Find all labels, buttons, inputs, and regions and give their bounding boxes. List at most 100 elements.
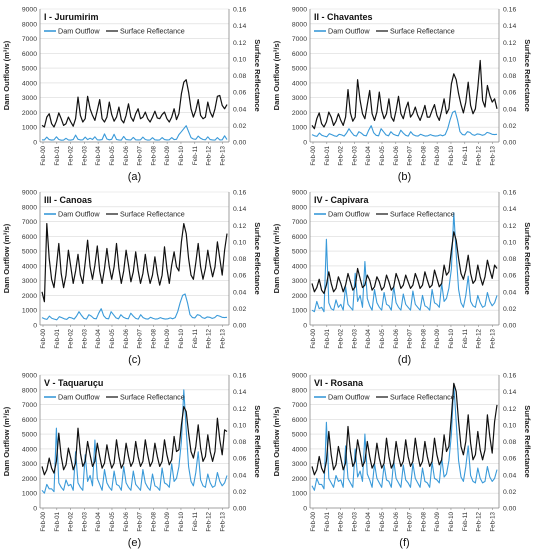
y-left-tick-label: 2000 <box>292 293 307 300</box>
y-left-tick-label: 4000 <box>292 80 307 87</box>
y-left-tick-label: 3000 <box>292 461 307 468</box>
y-left-tick-label: 2000 <box>22 293 37 300</box>
y-left-tick-label: 3000 <box>22 461 37 468</box>
y-left-tick-label: 8000 <box>292 204 307 211</box>
x-tick-label: Feb-10 <box>178 328 185 348</box>
x-tick-label: Feb-12 <box>476 328 483 348</box>
x-tick-label: Feb-07 <box>407 328 414 348</box>
panel-label: (f) <box>399 537 409 549</box>
x-tick-label: Feb-04 <box>365 511 372 531</box>
y-left-tick-label: 7000 <box>22 219 37 226</box>
x-tick-label: Feb-13 <box>219 145 226 165</box>
y-right-tick-label: 0.14 <box>233 389 246 396</box>
y-left-tick-label: 7000 <box>22 36 37 43</box>
x-tick-label: Feb-10 <box>178 511 185 531</box>
x-tick-label: Feb-13 <box>489 328 496 348</box>
y-left-tick-label: 1000 <box>292 491 307 498</box>
y-left-tick-label: 2000 <box>292 110 307 117</box>
y-right-tick-label: 0.06 <box>503 90 516 97</box>
y-right-tick-label: 0.10 <box>503 56 516 63</box>
x-tick-label: Feb-02 <box>68 328 75 348</box>
x-tick-label: Feb-13 <box>219 511 226 531</box>
y-right-tick-label: 0.08 <box>503 73 516 80</box>
x-tick-label: Feb-12 <box>206 328 213 348</box>
x-tick-label: Feb-01 <box>324 511 331 531</box>
x-tick-label: Feb-09 <box>434 145 441 165</box>
y-right-axis-label: Surface Reflectance <box>523 405 532 478</box>
y-right-tick-label: 0.10 <box>233 422 246 429</box>
x-tick-label: Feb-05 <box>379 328 386 348</box>
x-tick-label: Feb-13 <box>219 328 226 348</box>
surface-reflectance-line <box>41 406 228 476</box>
panel-label: (e) <box>128 537 141 549</box>
y-left-tick-label: 4000 <box>22 446 37 453</box>
dam-outflow-line <box>41 389 228 494</box>
x-tick-label: Feb-10 <box>448 328 455 348</box>
y-right-axis-label: Surface Reflectance <box>523 39 532 112</box>
x-tick-label: Feb-02 <box>338 328 345 348</box>
y-left-tick-label: 4000 <box>22 263 37 270</box>
chart-panel-4: 0 1000 2000 3000 4000 5000 6000 7000 8000 9000 0.0… <box>272 190 532 367</box>
x-tick-label: Feb-03 <box>351 511 358 531</box>
y-left-axis-label: Dam Outflow (m³/s) <box>272 40 281 110</box>
x-tick-label: Feb-02 <box>68 145 75 165</box>
y-left-axis-label: Dam Outflow (m³/s) <box>272 223 281 293</box>
y-right-tick-label: 0.14 <box>503 206 516 213</box>
y-right-tick-label: 0.10 <box>233 56 246 63</box>
y-right-tick-label: 0.06 <box>233 273 246 280</box>
y-left-tick-label: 6000 <box>22 417 37 424</box>
y-right-tick-label: 0.12 <box>503 40 516 47</box>
x-tick-label: Feb-06 <box>123 145 130 165</box>
legend-label-reflectance: Surface Reflectance <box>120 210 185 219</box>
x-tick-label: Feb-02 <box>338 145 345 165</box>
legend-label-outflow: Dam Outflow <box>328 210 370 219</box>
legend-label-outflow: Dam Outflow <box>58 393 100 402</box>
x-tick-label: Feb-02 <box>68 511 75 531</box>
y-left-tick-label: 3000 <box>292 278 307 285</box>
surface-reflectance-line <box>41 223 228 303</box>
y-left-tick-label: 0 <box>303 140 307 147</box>
y-left-tick-label: 7000 <box>292 219 307 226</box>
x-tick-label: Feb-13 <box>489 511 496 531</box>
chart-title: IV - Capivara <box>314 195 370 205</box>
plot-area <box>310 375 499 508</box>
y-right-tick-label: 0.08 <box>503 256 516 263</box>
dam-outflow-line <box>311 212 498 313</box>
chart-panel-5: 0 1000 2000 3000 4000 5000 6000 7000 8000 9000 0.0… <box>2 373 262 550</box>
y-left-tick-label: 6000 <box>292 417 307 424</box>
y-left-tick-label: 1000 <box>22 491 37 498</box>
y-left-axis-label: Dam Outflow (m³/s) <box>2 40 11 110</box>
x-tick-label: Feb-12 <box>476 511 483 531</box>
plot-area <box>40 9 229 142</box>
y-left-tick-label: 9000 <box>292 190 307 197</box>
x-tick-label: Feb-00 <box>310 328 317 348</box>
y-left-tick-label: 0 <box>33 506 37 513</box>
x-tick-label: Feb-05 <box>109 145 116 165</box>
y-left-tick-label: 5000 <box>22 432 37 439</box>
x-tick-label: Feb-12 <box>476 145 483 165</box>
x-tick-label: Feb-03 <box>81 145 88 165</box>
chart-title: III - Canoas <box>44 195 92 205</box>
chart-panel-3: 0 1000 2000 3000 4000 5000 6000 7000 8000 9000 0.0… <box>2 190 262 367</box>
x-tick-label: Feb-04 <box>365 145 372 165</box>
y-left-tick-label: 6000 <box>292 234 307 241</box>
legend-label-reflectance: Surface Reflectance <box>390 210 455 219</box>
x-tick-label: Feb-00 <box>40 511 47 531</box>
x-tick-label: Feb-07 <box>137 328 144 348</box>
y-right-tick-label: 0.02 <box>503 489 516 496</box>
y-left-tick-label: 9000 <box>292 7 307 14</box>
y-right-tick-label: 0.04 <box>233 472 246 479</box>
y-right-tick-label: 0.04 <box>233 106 246 113</box>
y-right-tick-label: 0.16 <box>503 373 516 380</box>
y-left-tick-label: 6000 <box>22 234 37 241</box>
y-right-tick-label: 0.02 <box>233 489 246 496</box>
y-left-tick-label: 2000 <box>292 476 307 483</box>
plot-area <box>310 9 499 142</box>
y-left-tick-label: 1000 <box>22 125 37 132</box>
x-tick-label: Feb-08 <box>420 145 427 165</box>
x-tick-label: Feb-06 <box>123 328 130 348</box>
y-left-tick-label: 0 <box>303 506 307 513</box>
x-tick-label: Feb-12 <box>206 145 213 165</box>
y-left-axis-label: Dam Outflow (m³/s) <box>2 406 11 476</box>
y-right-tick-label: 0.02 <box>233 123 246 130</box>
